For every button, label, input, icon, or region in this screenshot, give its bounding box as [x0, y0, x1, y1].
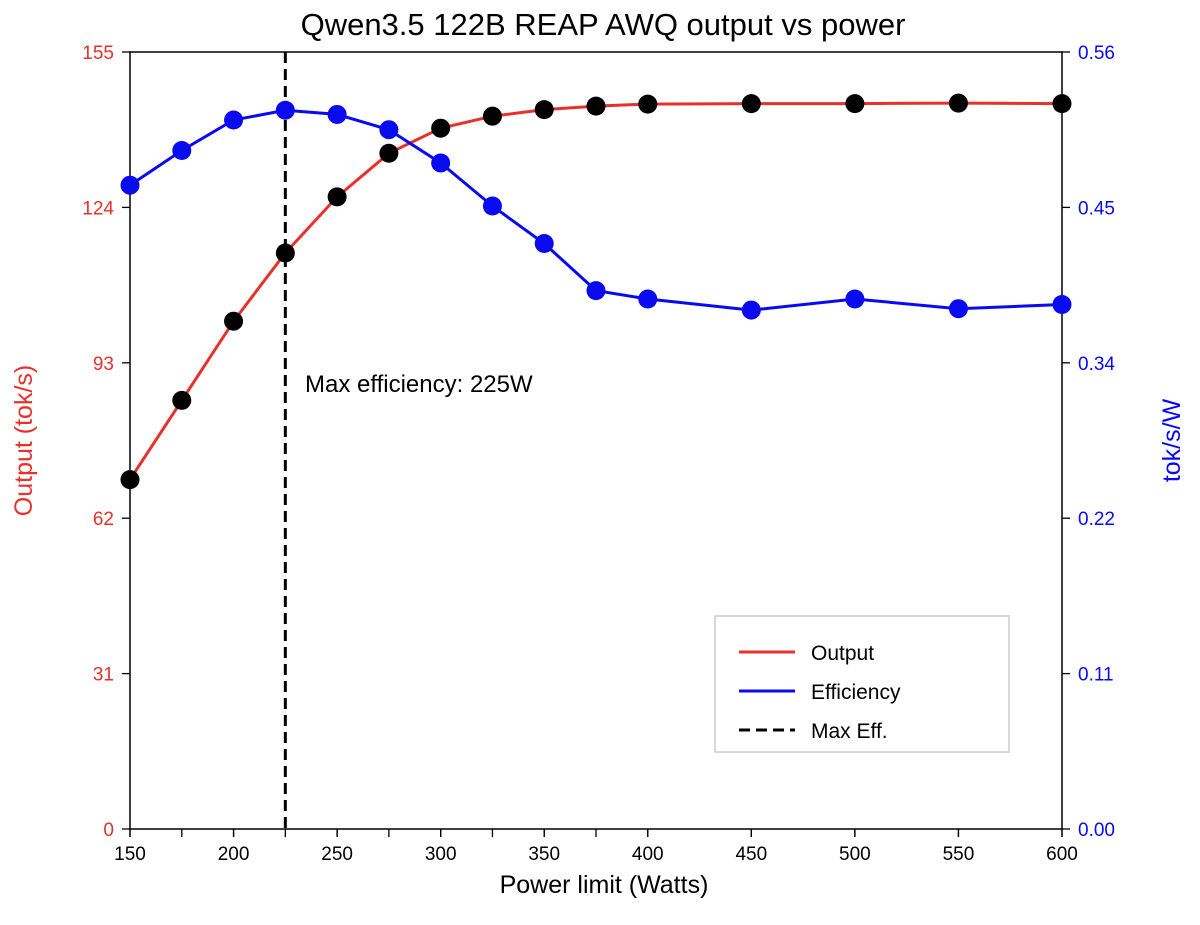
output-point — [638, 94, 658, 114]
output-point — [379, 143, 399, 163]
y-left-tick-label: 93 — [93, 354, 114, 375]
efficiency-point — [172, 141, 192, 161]
y-right-tick-label: 0.56 — [1078, 43, 1115, 64]
output-point — [172, 390, 192, 410]
x-tick-label: 150 — [114, 844, 146, 865]
y-left-tick-label: 31 — [93, 665, 114, 686]
y-left-tick-label: 0 — [103, 820, 114, 841]
output-point — [534, 100, 554, 120]
y-right-tick-label: 0.22 — [1078, 509, 1115, 530]
output-point — [327, 187, 347, 207]
efficiency-point — [741, 300, 761, 320]
efficiency-point — [948, 299, 968, 319]
efficiency-point — [379, 120, 399, 140]
chart-title: Qwen3.5 122B REAP AWQ output vs power — [301, 7, 906, 42]
y-axis-label-left: Output (tok/s) — [10, 365, 38, 516]
output-point — [224, 311, 244, 331]
legend-label-output: Output — [811, 642, 874, 665]
efficiency-point — [431, 153, 451, 173]
efficiency-point — [275, 100, 295, 120]
output-point — [275, 243, 295, 263]
x-tick-label: 500 — [839, 844, 871, 865]
x-tick-label: 300 — [425, 844, 457, 865]
y-right-tick-label: 0.34 — [1078, 354, 1115, 375]
right-y-axis: 0.00 0.11 0.22 0.34 0.45 0.56 — [1062, 43, 1115, 841]
output-point — [431, 118, 451, 138]
x-tick-label: 600 — [1046, 844, 1078, 865]
x-tick-label: 250 — [321, 844, 353, 865]
efficiency-line — [129, 108, 1063, 312]
legend-label-max-eff: Max Eff. — [811, 720, 888, 743]
efficiency-point — [327, 104, 347, 124]
x-tick-label: 200 — [218, 844, 250, 865]
output-point — [948, 93, 968, 113]
y-left-tick-label: 62 — [93, 509, 114, 530]
left-y-axis: 0 31 62 93 124 155 — [82, 43, 130, 841]
efficiency-point — [224, 110, 244, 130]
efficiency-point — [586, 281, 606, 301]
x-tick-label: 550 — [943, 844, 975, 865]
y-left-tick-label: 124 — [82, 198, 114, 219]
output-point — [845, 94, 865, 114]
series-layer — [120, 52, 1072, 829]
legend-label-efficiency: Efficiency — [811, 681, 901, 704]
y-axis-label-right: tok/s/W — [1158, 398, 1186, 482]
x-tick-label: 350 — [528, 844, 560, 865]
output-point — [1052, 94, 1072, 114]
efficiency-point — [638, 289, 658, 309]
x-tick-label: 450 — [735, 844, 767, 865]
y-right-tick-label: 0.11 — [1078, 665, 1114, 686]
efficiency-point — [1052, 295, 1072, 315]
max-efficiency-annotation: Max efficiency: 225W — [305, 371, 533, 398]
output-point — [120, 470, 140, 490]
x-tick-label: 400 — [632, 844, 664, 865]
y-right-tick-label: 0.45 — [1078, 198, 1115, 219]
y-right-tick-label: 0.00 — [1078, 820, 1115, 841]
efficiency-point — [534, 233, 554, 253]
output-point — [482, 106, 502, 126]
output-point — [741, 94, 761, 114]
legend: Output Efficiency Max Eff. — [714, 615, 1010, 753]
y-left-tick-label: 155 — [82, 43, 114, 64]
efficiency-point — [120, 175, 140, 195]
efficiency-point — [845, 289, 865, 309]
x-axis-label: Power limit (Watts) — [500, 871, 709, 899]
x-axis: 150 200 250 300 350 400 450 500 550 600 — [114, 829, 1078, 865]
efficiency-point — [482, 196, 502, 216]
output-point — [586, 96, 606, 116]
